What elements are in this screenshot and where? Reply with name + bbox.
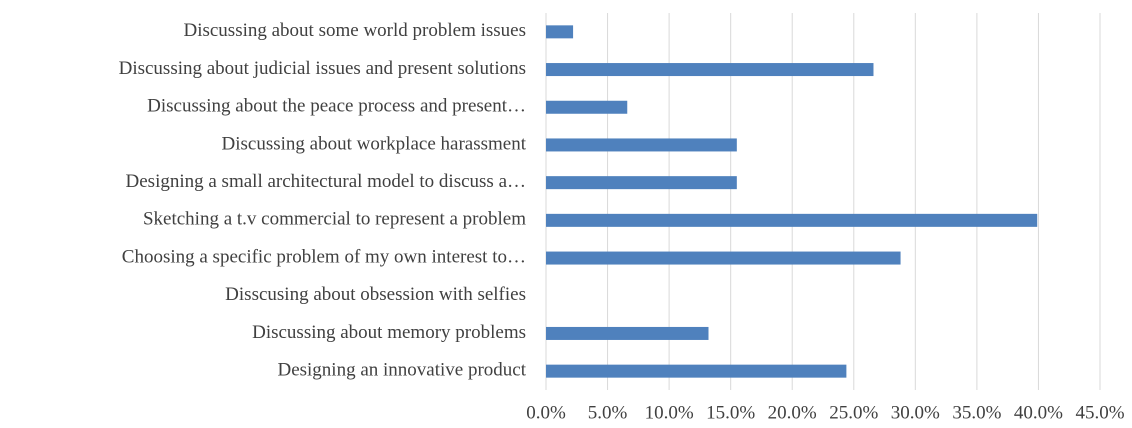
y-tick-label: Discussing about some world problem issu…	[183, 20, 526, 41]
x-tick-label: 5.0%	[588, 402, 628, 423]
y-tick-label: Discussing about the peace process and p…	[147, 96, 526, 117]
x-tick-label: 30.0%	[891, 402, 940, 423]
bar	[546, 251, 901, 265]
bar	[546, 138, 737, 152]
y-tick-label: Designing an innovative product	[277, 360, 526, 381]
y-tick-label: Sketching a t.v commercial to represent …	[143, 209, 526, 230]
x-tick-label: 45.0%	[1075, 402, 1124, 423]
y-tick-label: Designing a small architectural model to…	[126, 171, 526, 192]
x-tick-label: 40.0%	[1014, 402, 1063, 423]
y-tick-label: Discussing about memory problems	[252, 322, 526, 343]
y-tick-label: Discussing about judicial issues and pre…	[119, 58, 526, 79]
x-tick-label: 0.0%	[526, 402, 566, 423]
bar	[546, 213, 1038, 227]
bar	[546, 364, 847, 378]
x-tick-label: 35.0%	[952, 402, 1001, 423]
x-tick-label: 20.0%	[768, 402, 817, 423]
bar	[546, 25, 574, 39]
x-tick-label: 10.0%	[645, 402, 694, 423]
y-tick-label: Disscusing about obsession with selfies	[225, 284, 526, 305]
bar	[546, 176, 737, 190]
y-tick-label: Discussing about workplace harassment	[222, 133, 527, 154]
bar	[546, 100, 628, 114]
x-tick-label: 15.0%	[706, 402, 755, 423]
x-tick-label: 25.0%	[829, 402, 878, 423]
bar	[546, 326, 709, 340]
bar	[546, 63, 874, 77]
y-tick-label: Choosing a specific problem of my own in…	[122, 246, 526, 267]
